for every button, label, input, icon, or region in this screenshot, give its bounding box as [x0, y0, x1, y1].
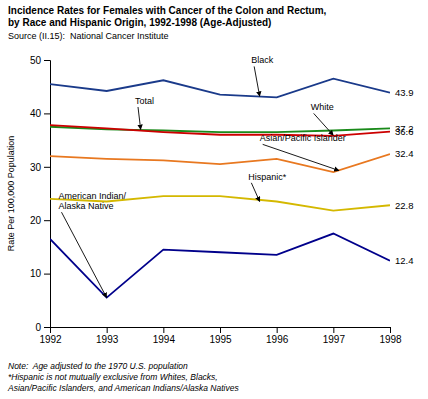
- series-label-line: White: [311, 102, 334, 112]
- x-tick: 1993: [96, 327, 119, 345]
- tick-mark: [44, 274, 50, 275]
- y-tick: 20: [30, 215, 50, 226]
- series-label: Asian/Pacific Islander: [260, 133, 346, 143]
- tick-mark: [44, 113, 50, 114]
- tick-mark: [220, 327, 221, 333]
- tick-label: 1994: [153, 334, 176, 345]
- x-tick: 1996: [266, 327, 289, 345]
- x-tick: 1992: [39, 327, 62, 345]
- series-line: [50, 154, 390, 172]
- y-tick: 0: [35, 322, 50, 333]
- tick-label: 20: [30, 215, 42, 226]
- data-label: 43.9: [395, 87, 414, 98]
- tick-mark: [107, 327, 108, 333]
- tick-label: 1996: [266, 334, 289, 345]
- annotation-arrow: [254, 66, 259, 96]
- y-tick: 30: [30, 162, 50, 173]
- tick-mark: [44, 327, 50, 328]
- chart: Incidence Rates for Females with Cancer …: [0, 0, 428, 399]
- note: Asian/Pacific Islanders, and American In…: [7, 383, 239, 393]
- y-tick: 10: [30, 268, 50, 279]
- x-tick: 1995: [209, 327, 232, 345]
- data-label: 22.8: [395, 200, 414, 211]
- x-axis: 1992 1993 1994 1995 1996 1997 1998: [39, 327, 402, 345]
- title-line: Incidence Rates for Females with Cancer …: [8, 5, 327, 16]
- tick-label: 1997: [323, 334, 346, 345]
- series-label: White: [311, 102, 334, 112]
- tick-label: 10: [30, 268, 42, 279]
- tick-mark: [390, 327, 391, 333]
- tick-label: 50: [30, 55, 42, 66]
- x-tick: 1994: [153, 327, 176, 345]
- tick-mark: [163, 327, 164, 333]
- data-label: 12.4: [395, 255, 414, 266]
- tick-mark: [44, 60, 50, 61]
- tick-mark: [44, 167, 50, 168]
- y-axis-label: Rate Per 100,000 Population: [6, 136, 16, 252]
- plot-area: [50, 79, 390, 298]
- x-tick: 1998: [379, 327, 402, 345]
- series-label-line: Black: [251, 55, 274, 65]
- series-line: [50, 79, 390, 98]
- annotation-arrow: [251, 183, 259, 202]
- annotation-arrow: [138, 107, 141, 129]
- axis-line: [51, 328, 391, 334]
- tick-mark: [333, 327, 334, 333]
- title-line: by Race and Hispanic Origin, 1992-1998 (…: [8, 17, 271, 28]
- tick-mark: [277, 327, 278, 333]
- y-axis: 0 10 20 30 40 50: [30, 55, 51, 333]
- subtitle: Source (II.15): National Cancer Institut…: [8, 31, 169, 41]
- series-label: American Indian/Alaska Native: [59, 191, 127, 212]
- series-label-line: Hispanic*: [248, 172, 287, 182]
- series-line: [50, 234, 390, 298]
- tick-label: 1993: [96, 334, 119, 345]
- annotation-arrow: [314, 113, 334, 135]
- tick-label: 30: [30, 162, 42, 173]
- data-label: 36.6: [395, 126, 414, 137]
- x-tick: 1997: [323, 327, 346, 345]
- labels: 43.9Black37.2Total36.6White32.4Asian/Pac…: [59, 55, 414, 297]
- series-label: Black: [251, 55, 274, 65]
- y-tick: 50: [30, 55, 50, 66]
- series-label-line: Asian/Pacific Islander: [260, 133, 346, 143]
- data-label: 32.4: [395, 148, 414, 159]
- title: Incidence Rates for Females with Cancer …: [8, 5, 327, 28]
- tick-label: 1992: [39, 334, 62, 345]
- tick-label: 0: [35, 322, 41, 333]
- series-label: Hispanic*: [248, 172, 287, 182]
- tick-label: 1995: [209, 334, 232, 345]
- y-tick: 40: [30, 108, 50, 119]
- note: *Hispanic is not mutually exclusive from…: [8, 372, 218, 382]
- annotation-arrow: [263, 144, 339, 170]
- note: Note: Age adjusted to the 1970 U.S. popu…: [8, 361, 188, 371]
- series-label-line: Alaska Native: [59, 201, 114, 211]
- series-label: Total: [135, 96, 154, 106]
- tick-label: 40: [30, 108, 42, 119]
- series-label-line: American Indian/: [59, 191, 127, 201]
- tick-label: 1998: [379, 334, 402, 345]
- tick-mark: [44, 220, 50, 221]
- series-label-line: Total: [135, 96, 154, 106]
- axis-line: [44, 61, 51, 328]
- annotation-arrow: [62, 212, 107, 297]
